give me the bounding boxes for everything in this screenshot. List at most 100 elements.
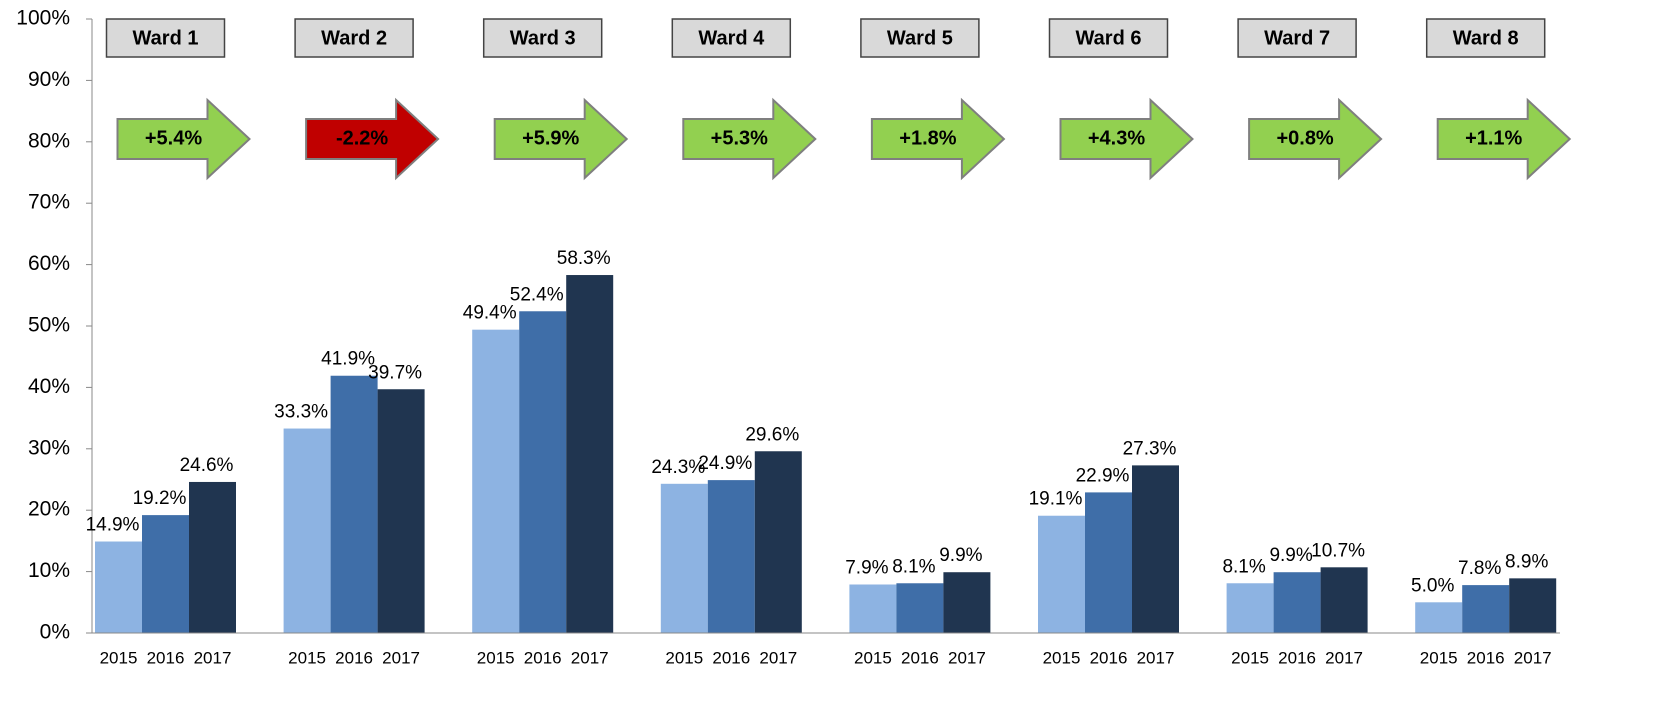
value-label: 49.4% bbox=[463, 303, 517, 324]
y-tick-label: 30% bbox=[28, 436, 70, 459]
change-label: +5.4% bbox=[145, 127, 202, 149]
value-label: 24.3% bbox=[651, 457, 705, 478]
x-tick-label: 2015 bbox=[477, 648, 515, 667]
x-tick-label: 2017 bbox=[194, 648, 232, 667]
ward-box bbox=[1425, 18, 1546, 58]
y-tick-label: 80% bbox=[28, 129, 70, 152]
ward-box bbox=[860, 18, 980, 58]
x-tick-label: 2016 bbox=[335, 648, 373, 667]
ward-label: Ward 7 bbox=[1264, 27, 1330, 49]
bar bbox=[1509, 578, 1557, 633]
ward-label: Ward 6 bbox=[1076, 27, 1142, 49]
value-label: 8.1% bbox=[892, 556, 935, 577]
x-tick-label: 2016 bbox=[1467, 648, 1505, 667]
y-tick-label: 60% bbox=[28, 252, 70, 275]
value-label: 19.1% bbox=[1029, 489, 1083, 510]
ward-box bbox=[482, 18, 603, 58]
x-tick-label: 2017 bbox=[382, 648, 420, 667]
value-label: 58.3% bbox=[557, 248, 611, 269]
bar bbox=[1226, 583, 1274, 633]
ward-box bbox=[105, 18, 226, 58]
x-tick-label: 2015 bbox=[854, 648, 892, 667]
value-label: 9.9% bbox=[1269, 545, 1312, 566]
bar bbox=[849, 584, 897, 633]
x-tick-label: 2017 bbox=[571, 648, 609, 667]
value-label: 7.9% bbox=[845, 558, 888, 579]
ward-box bbox=[1237, 18, 1357, 58]
bar bbox=[519, 311, 567, 633]
ward-box bbox=[671, 18, 792, 58]
change-arrow bbox=[870, 97, 1006, 181]
change-arrow bbox=[1059, 97, 1194, 181]
value-label: 41.9% bbox=[321, 349, 375, 370]
change-label: +5.9% bbox=[522, 127, 579, 149]
x-tick-label: 2015 bbox=[1231, 648, 1269, 667]
ward-label: Ward 5 bbox=[887, 27, 953, 49]
x-tick-label: 2017 bbox=[948, 648, 986, 667]
value-label: 24.9% bbox=[698, 453, 752, 474]
x-tick-label: 2015 bbox=[100, 648, 138, 667]
change-arrow bbox=[493, 97, 629, 181]
y-tick-label: 90% bbox=[28, 68, 70, 91]
value-label: 7.8% bbox=[1458, 558, 1501, 579]
change-label: +5.3% bbox=[711, 127, 768, 149]
change-arrow bbox=[682, 97, 817, 181]
value-label: 27.3% bbox=[1123, 438, 1177, 459]
bar bbox=[754, 451, 802, 633]
change-arrow bbox=[1436, 97, 1572, 181]
x-tick-label: 2016 bbox=[901, 648, 939, 667]
y-tick-label: 70% bbox=[28, 191, 70, 214]
value-label: 33.3% bbox=[274, 402, 328, 423]
y-tick-label: 10% bbox=[28, 559, 70, 582]
bar bbox=[95, 541, 142, 633]
ward-label: Ward 2 bbox=[321, 27, 387, 49]
ward-box bbox=[294, 18, 414, 58]
bar bbox=[943, 572, 991, 633]
value-label: 39.7% bbox=[368, 362, 422, 383]
change-label: +1.8% bbox=[899, 127, 956, 149]
bar bbox=[566, 275, 614, 633]
value-label: 10.7% bbox=[1311, 540, 1365, 561]
bar bbox=[896, 583, 944, 633]
x-tick-label: 2016 bbox=[1278, 648, 1316, 667]
x-tick-label: 2017 bbox=[1325, 648, 1363, 667]
value-label: 29.6% bbox=[745, 424, 799, 445]
x-tick-label: 2015 bbox=[1420, 648, 1458, 667]
x-tick-label: 2016 bbox=[147, 648, 185, 667]
bar bbox=[1462, 585, 1510, 633]
x-tick-label: 2016 bbox=[524, 648, 562, 667]
x-tick-label: 2015 bbox=[1043, 648, 1081, 667]
value-label: 14.9% bbox=[86, 515, 140, 536]
x-tick-label: 2016 bbox=[712, 648, 750, 667]
bar bbox=[189, 481, 236, 633]
value-label: 24.6% bbox=[180, 455, 234, 476]
change-arrow bbox=[305, 97, 440, 181]
x-tick-label: 2015 bbox=[665, 648, 703, 667]
x-tick-label: 2016 bbox=[1090, 648, 1128, 667]
y-tick-label: 50% bbox=[28, 314, 70, 337]
value-label: 8.9% bbox=[1505, 551, 1548, 572]
value-label: 8.1% bbox=[1222, 556, 1265, 577]
bar bbox=[1320, 567, 1368, 633]
y-tick-label: 100% bbox=[16, 7, 70, 30]
y-tick-label: 20% bbox=[28, 498, 70, 521]
change-label: +4.3% bbox=[1088, 127, 1145, 149]
bar bbox=[707, 480, 755, 633]
bar bbox=[1085, 492, 1132, 633]
bar bbox=[283, 428, 331, 633]
value-label: 22.9% bbox=[1076, 465, 1130, 486]
change-arrow bbox=[116, 97, 251, 181]
ward-label: Ward 4 bbox=[698, 27, 765, 49]
bar bbox=[1038, 515, 1085, 633]
value-label: 5.0% bbox=[1411, 575, 1454, 596]
value-label: 9.9% bbox=[939, 545, 982, 566]
bar bbox=[330, 375, 378, 633]
x-tick-label: 2017 bbox=[1137, 648, 1175, 667]
bar bbox=[1273, 572, 1321, 633]
bar bbox=[472, 329, 520, 633]
value-label: 52.4% bbox=[510, 284, 564, 305]
change-arrow bbox=[1248, 97, 1383, 181]
ward-label: Ward 8 bbox=[1453, 27, 1519, 49]
bar bbox=[660, 483, 708, 633]
y-tick-label: 40% bbox=[28, 375, 70, 398]
